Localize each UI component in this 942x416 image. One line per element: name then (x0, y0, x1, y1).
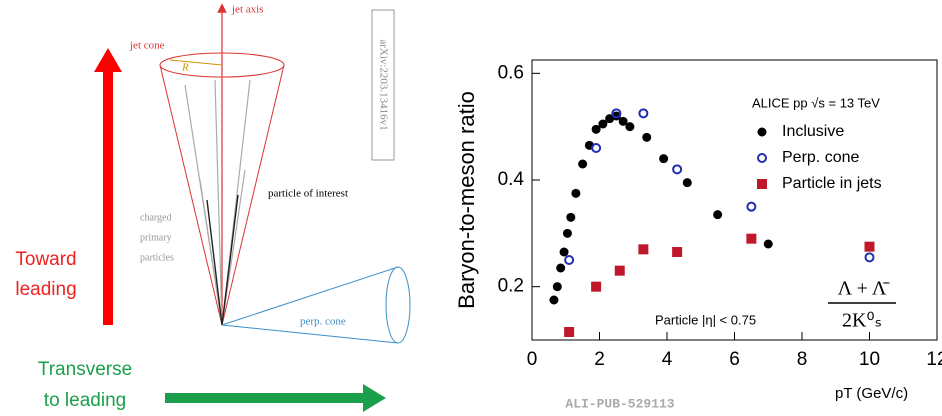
x-tick-label: 0 (527, 349, 538, 370)
transverse-arrow (165, 393, 365, 403)
perp-cone-end (385, 266, 411, 344)
point (763, 239, 773, 249)
legend-marker (757, 179, 767, 189)
y-tick-label: 0.6 (498, 62, 524, 83)
point (746, 233, 757, 244)
toward-arrow (103, 70, 113, 325)
point (564, 255, 575, 265)
toward-label: leading (15, 279, 76, 300)
charged-label: particles (140, 252, 174, 263)
point (611, 111, 621, 121)
formula: Λ + Λ̄ (838, 278, 891, 300)
legend-label: Perp. cone (782, 149, 859, 166)
point (564, 327, 575, 337)
point (864, 252, 875, 263)
point (549, 295, 559, 305)
radius-line (169, 59, 223, 66)
point (562, 228, 572, 238)
x-axis-label: pT (GeV/c) (835, 385, 908, 402)
y-tick-label: 0.2 (498, 276, 524, 297)
x-tick-label: 12 (926, 349, 942, 370)
perp-cone-label: perp. cone (300, 316, 346, 328)
x-tick-label: 4 (662, 349, 673, 370)
point (618, 116, 628, 126)
interest-tracks (206, 194, 239, 326)
point (598, 119, 608, 129)
transverse-label: Transverse (38, 359, 132, 380)
perp-cone-edge (221, 324, 399, 344)
x-tick-label: 6 (729, 349, 740, 370)
point (659, 154, 669, 164)
point (864, 241, 875, 252)
point (638, 108, 649, 119)
transverse-arrowhead (363, 384, 386, 412)
formula: 2K⁰ₛ (842, 310, 882, 332)
point (591, 281, 602, 292)
point (611, 108, 622, 119)
point (578, 159, 588, 169)
arxiv-label: arXiv:2203.13416v1 (377, 39, 389, 130)
legend-marker (757, 153, 767, 163)
point (672, 247, 683, 257)
charged-label: charged (140, 212, 171, 223)
perp-cone-edge (221, 266, 399, 326)
x-tick-label: 10 (859, 349, 880, 370)
point (566, 212, 576, 222)
point (625, 122, 635, 132)
transverse-label: to leading (44, 390, 126, 411)
point (746, 201, 757, 212)
jet-cone-label: jet cone (129, 40, 165, 52)
x-tick-label: 2 (594, 349, 605, 370)
point (638, 244, 649, 255)
annotation: ALICE pp √s = 13 TeV (752, 95, 880, 110)
pub-id: ALI-PUB-529113 (565, 396, 674, 411)
poi-label: particle of interest (268, 188, 348, 200)
point (605, 114, 615, 124)
annotation: Particle |η| < 0.75 (655, 312, 756, 327)
y-tick-label: 0.4 (498, 169, 525, 190)
legend-marker (757, 127, 767, 137)
toward-label: Toward (15, 249, 76, 270)
y-axis-label: Baryon-to-meson ratio (454, 91, 479, 309)
point (556, 263, 566, 273)
point (571, 188, 581, 198)
arxiv-box (371, 9, 395, 161)
radius-label: R (181, 62, 189, 74)
point (591, 124, 601, 134)
point (642, 132, 652, 142)
point (713, 210, 723, 220)
legend-label: Inclusive (782, 123, 844, 140)
x-tick-label: 8 (797, 349, 808, 370)
jet-cone-edge (221, 64, 285, 326)
point (672, 164, 683, 175)
point (682, 178, 692, 188)
charged-label: primary (140, 232, 172, 243)
point (552, 282, 562, 292)
legend-label: Particle in jets (782, 175, 882, 192)
jet-axis-label: jet axis (231, 4, 263, 16)
jet-cone-edge (159, 64, 223, 326)
point (559, 247, 569, 257)
toward-arrowhead (94, 48, 122, 72)
point (591, 143, 602, 153)
point (614, 265, 625, 276)
